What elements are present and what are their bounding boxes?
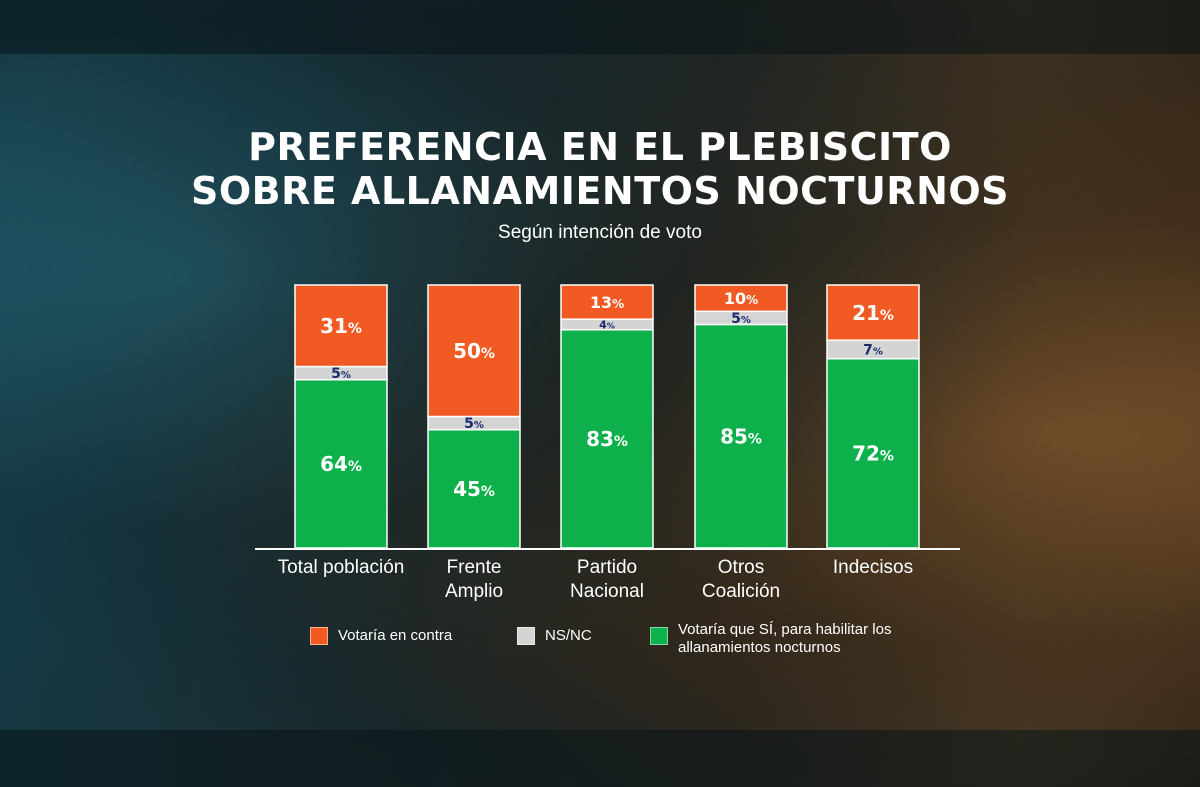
legend-label-nsnc: NS/NC: [545, 627, 592, 644]
data-label-si-4: 85%: [720, 424, 762, 448]
data-label-contra-5: 21%: [852, 301, 894, 325]
legend-item-contra: Votaría en contra: [310, 627, 452, 645]
data-label-contra-2: 50%: [453, 339, 495, 363]
legend-swatch-contra: [310, 627, 328, 645]
chart-title-line-1: PREFERENCIA EN EL PLEBISCITO: [248, 125, 952, 169]
bar-segment-contra-4: [694, 284, 788, 313]
legend-label-contra: Votaría en contra: [338, 627, 453, 644]
data-label-si-2: 45%: [453, 477, 495, 501]
data-label-contra-3: 13%: [590, 293, 624, 312]
legend-item-si: Votaría que SÍ, para habilitar los allan…: [650, 621, 913, 657]
bar-segment-si-3: [560, 328, 654, 549]
data-label-contra-1: 31%: [320, 314, 362, 338]
category-label-4-line-2: Coalición: [702, 581, 780, 602]
bar-segment-contra-5: [826, 284, 920, 341]
chart-title-line-2: SOBRE ALLANAMIENTOS NOCTURNOS: [190, 169, 1010, 213]
data-label-contra-4: 10%: [724, 289, 758, 308]
bar-segment-contra-1: [294, 284, 388, 368]
data-label-si-3: 83%: [586, 427, 628, 451]
data-label-nsnc-5: 7%: [863, 342, 883, 358]
bar-segment-si-5: [826, 357, 920, 549]
chart-subtitle: Según intención de voto: [498, 222, 702, 243]
category-label-5: Indecisos: [833, 557, 913, 578]
legend-item-nsnc: NS/NC: [517, 627, 592, 645]
legend-label-si: Votaría que SÍ, para habilitar los allan…: [678, 621, 892, 656]
legend-swatch-nsnc: [517, 627, 535, 645]
category-label-3-line-1: Partido: [577, 557, 637, 578]
data-label-si-5: 72%: [852, 442, 894, 466]
bottom-dark-band: [0, 730, 1200, 787]
data-label-si-1: 64%: [320, 452, 362, 476]
category-label-2-line-1: Frente: [447, 557, 502, 578]
legend-swatch-si: [650, 627, 668, 645]
category-label-2-line-2: Amplio: [445, 581, 503, 602]
data-label-nsnc-3: 4%: [599, 318, 615, 331]
category-label-3-line-2: Nacional: [570, 581, 644, 602]
bar-segment-contra-2: [427, 284, 521, 418]
data-label-nsnc-2: 5%: [464, 416, 484, 432]
bar-segment-si-1: [294, 378, 388, 549]
bar-segment-contra-3: [560, 284, 654, 320]
category-label-1: Total población: [278, 557, 405, 578]
top-dark-band: [0, 0, 1200, 54]
data-label-nsnc-1: 5%: [331, 366, 351, 382]
category-label-4-line-1: Otros: [718, 557, 764, 578]
data-label-nsnc-4: 5%: [731, 311, 751, 327]
bar-segment-si-4: [694, 323, 788, 549]
bar-segment-si-2: [427, 428, 521, 549]
